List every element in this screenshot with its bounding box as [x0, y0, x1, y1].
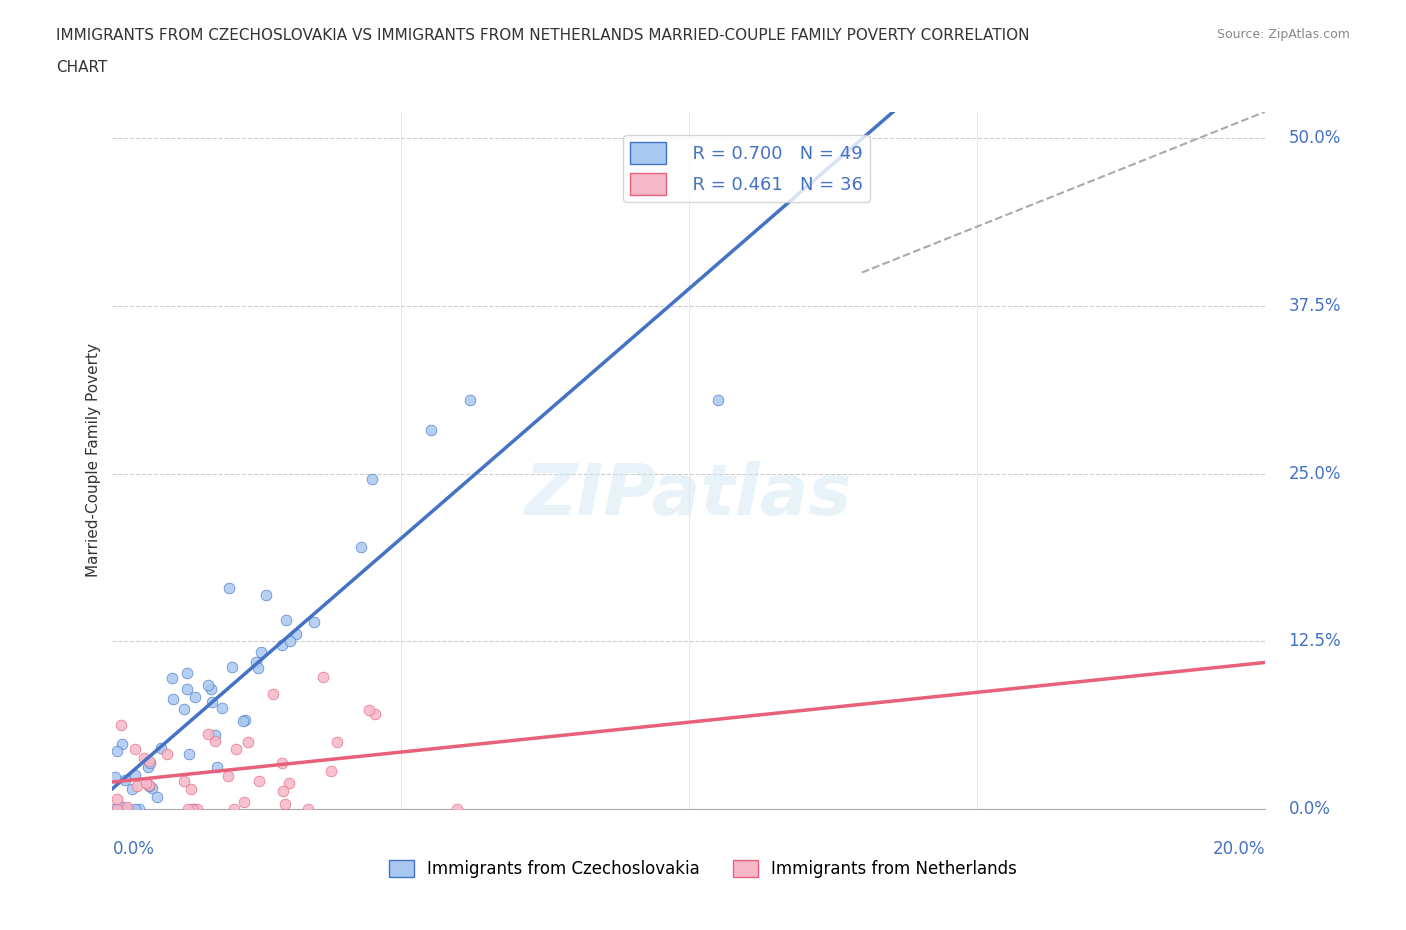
- Point: [115, 800, 138, 815]
- Point: [217, 769, 239, 784]
- Point: [360, 472, 382, 486]
- Point: [177, 746, 200, 761]
- Point: [149, 740, 172, 755]
- Point: [312, 670, 335, 684]
- Point: [233, 712, 256, 727]
- Text: 50.0%: 50.0%: [1288, 129, 1341, 148]
- Text: CHART: CHART: [56, 60, 108, 75]
- Point: [247, 774, 270, 789]
- Point: [221, 659, 243, 674]
- Point: [107, 744, 129, 759]
- Point: [197, 678, 219, 693]
- Point: [184, 689, 207, 704]
- Text: IMMIGRANTS FROM CZECHOSLOVAKIA VS IMMIGRANTS FROM NETHERLANDS MARRIED-COUPLE FAM: IMMIGRANTS FROM CZECHOSLOVAKIA VS IMMIGR…: [56, 28, 1029, 43]
- Text: 20.0%: 20.0%: [1213, 841, 1265, 858]
- Point: [146, 790, 169, 804]
- Text: Source: ZipAtlas.com: Source: ZipAtlas.com: [1216, 28, 1350, 41]
- Point: [232, 713, 254, 728]
- Text: 0.0%: 0.0%: [112, 841, 155, 858]
- Point: [357, 703, 380, 718]
- Point: [104, 770, 127, 785]
- Point: [458, 392, 481, 407]
- Text: 0.0%: 0.0%: [1288, 800, 1330, 818]
- Point: [201, 695, 224, 710]
- Text: ZIPatlas: ZIPatlas: [526, 460, 852, 530]
- Point: [302, 614, 325, 629]
- Text: 25.0%: 25.0%: [1288, 465, 1341, 483]
- Point: [114, 772, 136, 787]
- Point: [211, 700, 233, 715]
- Point: [128, 802, 150, 817]
- Point: [141, 781, 163, 796]
- Point: [249, 644, 271, 659]
- Point: [111, 800, 134, 815]
- Point: [245, 654, 267, 669]
- Point: [350, 539, 373, 554]
- Point: [176, 682, 198, 697]
- Point: [110, 718, 132, 733]
- Point: [326, 735, 349, 750]
- Point: [419, 422, 441, 437]
- Point: [321, 764, 343, 778]
- Point: [138, 778, 160, 793]
- Point: [225, 741, 247, 756]
- Point: [162, 692, 184, 707]
- Point: [101, 802, 124, 817]
- Point: [138, 753, 160, 768]
- Point: [271, 638, 294, 653]
- Point: [121, 782, 143, 797]
- Point: [232, 794, 254, 809]
- Legend: Immigrants from Czechoslovakia, Immigrants from Netherlands: Immigrants from Czechoslovakia, Immigran…: [382, 853, 1024, 884]
- Point: [238, 735, 260, 750]
- Point: [127, 778, 149, 793]
- Point: [136, 759, 159, 774]
- Point: [183, 802, 205, 817]
- Point: [271, 783, 294, 798]
- Point: [273, 797, 295, 812]
- Point: [180, 782, 202, 797]
- Point: [111, 737, 134, 751]
- Point: [135, 776, 157, 790]
- Point: [254, 588, 277, 603]
- Point: [173, 702, 195, 717]
- Point: [197, 726, 219, 741]
- Point: [181, 802, 204, 817]
- Point: [117, 802, 139, 817]
- Point: [156, 747, 179, 762]
- Point: [276, 613, 298, 628]
- Point: [271, 756, 294, 771]
- Point: [124, 767, 146, 782]
- Point: [132, 751, 155, 765]
- Point: [138, 777, 160, 792]
- Point: [186, 802, 208, 817]
- Point: [160, 671, 183, 685]
- Point: [284, 627, 307, 642]
- Point: [176, 666, 198, 681]
- Point: [262, 686, 284, 701]
- Point: [177, 802, 200, 817]
- Point: [205, 760, 228, 775]
- Point: [200, 682, 222, 697]
- Point: [297, 802, 319, 817]
- Point: [278, 633, 301, 648]
- Point: [124, 742, 146, 757]
- Point: [247, 660, 270, 675]
- Point: [204, 727, 226, 742]
- Legend:   R = 0.700   N = 49,   R = 0.461   N = 36: R = 0.700 N = 49, R = 0.461 N = 36: [623, 135, 870, 202]
- Point: [124, 802, 146, 817]
- Point: [105, 802, 128, 817]
- Point: [204, 733, 226, 748]
- Point: [446, 802, 468, 817]
- Point: [105, 791, 128, 806]
- Point: [218, 581, 240, 596]
- Point: [138, 755, 160, 770]
- Point: [364, 707, 387, 722]
- Y-axis label: Married-Couple Family Poverty: Married-Couple Family Poverty: [86, 343, 101, 578]
- Text: 37.5%: 37.5%: [1288, 297, 1341, 315]
- Point: [173, 774, 195, 789]
- Point: [707, 392, 730, 407]
- Text: 12.5%: 12.5%: [1288, 632, 1341, 650]
- Point: [222, 802, 245, 817]
- Point: [277, 776, 299, 790]
